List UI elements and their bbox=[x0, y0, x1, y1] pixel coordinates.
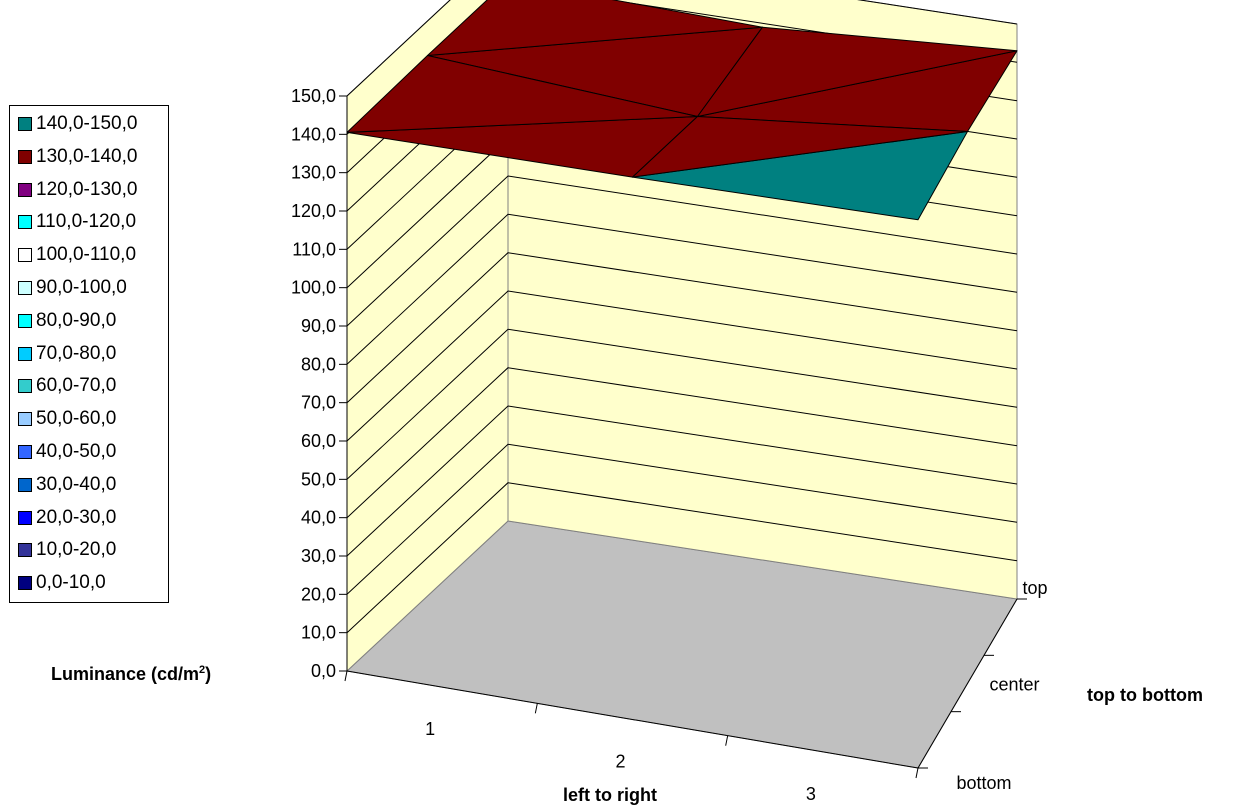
gridline bbox=[346, 482, 1018, 634]
legend-item: 30,0-40,0 bbox=[18, 473, 116, 497]
y-tick-label: 50,0 bbox=[301, 469, 336, 489]
legend-label: 140,0-150,0 bbox=[36, 113, 138, 134]
surface-plot bbox=[346, 0, 1018, 221]
gridlines bbox=[346, 0, 1018, 634]
y-tick-label: 0,0 bbox=[311, 661, 336, 681]
axes bbox=[339, 95, 1027, 779]
gridline bbox=[346, 367, 1018, 519]
surface-facet bbox=[346, 55, 698, 133]
legend-swatch bbox=[18, 412, 32, 427]
legend-label: 120,0-130,0 bbox=[36, 178, 138, 200]
y-tick-label: 140,0 bbox=[291, 124, 336, 144]
legend-swatch bbox=[18, 346, 32, 361]
legend-label: 30,0-40,0 bbox=[36, 473, 117, 495]
legend-label: 70,0-80,0 bbox=[36, 342, 117, 364]
y-tick-label: 80,0 bbox=[301, 354, 336, 374]
legend-item: 50,0-60,0 bbox=[18, 407, 116, 431]
legend-label: 20,0-30,0 bbox=[36, 506, 117, 528]
y-tick-label: 70,0 bbox=[301, 393, 336, 413]
x-tick-label: 3 bbox=[806, 784, 816, 804]
legend-swatch bbox=[18, 215, 32, 230]
z-tick-label: center bbox=[990, 675, 1040, 695]
legend-item: 60,0-70,0 bbox=[18, 374, 116, 398]
legend-swatch bbox=[18, 445, 32, 459]
z-axis-title: top to bottom bbox=[1087, 685, 1203, 705]
legend-label: 50,0-60,0 bbox=[36, 408, 117, 430]
y-tick-label: 150,0 bbox=[291, 86, 336, 106]
gridline bbox=[346, 252, 1018, 404]
surface-facet bbox=[427, 0, 763, 56]
legend-item: 140,0-150,0 bbox=[18, 112, 137, 136]
legend-item: 20,0-30,0 bbox=[18, 506, 116, 530]
legend-item: 100,0-110,0 bbox=[18, 243, 136, 267]
legend-item: 40,0-50,0 bbox=[18, 440, 116, 464]
surface-facet bbox=[632, 116, 968, 178]
legend-swatch bbox=[18, 281, 32, 295]
legend-item: 70,0-80,0 bbox=[18, 342, 116, 366]
legend-label: 130,0-140,0 bbox=[36, 145, 138, 167]
gridline bbox=[346, 175, 1018, 327]
z-axis-line bbox=[917, 598, 1018, 769]
y-axis-title-sup: 2 bbox=[199, 664, 206, 676]
legend-swatch bbox=[18, 543, 32, 558]
legend-swatch bbox=[18, 182, 32, 197]
legend-label: 80,0-90,0 bbox=[36, 309, 117, 331]
x-axis-title: left to right bbox=[563, 785, 657, 805]
legend-label: 110,0-120,0 bbox=[36, 211, 137, 233]
legend-swatch bbox=[18, 510, 32, 525]
y-tick-label: 130,0 bbox=[291, 163, 336, 183]
y-tick-label: 90,0 bbox=[301, 316, 336, 336]
gridline bbox=[346, 328, 1018, 480]
y-tick-label: 120,0 bbox=[291, 201, 336, 221]
y-tick-label: 60,0 bbox=[301, 431, 336, 451]
legend-swatch bbox=[18, 477, 32, 492]
x-tick bbox=[344, 670, 348, 682]
z-tick-label: bottom bbox=[957, 773, 1012, 793]
legend-label: 60,0-70,0 bbox=[36, 375, 117, 397]
gridline bbox=[346, 405, 1018, 557]
y-tick-label: 20,0 bbox=[301, 584, 336, 604]
gridline bbox=[346, 290, 1018, 442]
y-axis-title-prefix: Luminance (cd/m bbox=[51, 664, 200, 684]
z-tick-label: top bbox=[1023, 578, 1048, 598]
x-tick bbox=[915, 767, 919, 779]
legend-item: 0,0-10,0 bbox=[18, 571, 106, 595]
x-tick-label: 2 bbox=[615, 752, 625, 772]
x-tick-label: 1 bbox=[425, 719, 435, 739]
legend-item: 110,0-120,0 bbox=[18, 210, 136, 234]
legend-label: 100,0-110,0 bbox=[36, 244, 137, 266]
legend-swatch bbox=[18, 313, 32, 328]
legend-label: 10,0-20,0 bbox=[36, 539, 117, 561]
legend-item: 10,0-20,0 bbox=[18, 538, 116, 562]
legend-swatch bbox=[18, 149, 32, 164]
legend-swatch bbox=[18, 576, 32, 591]
y-tick-label: 110,0 bbox=[292, 239, 336, 259]
y-tick-label: 100,0 bbox=[291, 278, 336, 298]
x-tick bbox=[725, 735, 729, 746]
y-axis-title: Luminance (cd/m2) bbox=[51, 664, 211, 685]
legend-label: 40,0-50,0 bbox=[36, 441, 117, 462]
surface-facet bbox=[697, 26, 1018, 117]
legend-label: 90,0-100,0 bbox=[36, 277, 127, 298]
legend-item: 120,0-130,0 bbox=[18, 178, 137, 202]
x-axis-line bbox=[346, 670, 919, 769]
y-axis-title-suffix: ) bbox=[205, 664, 212, 684]
gridline bbox=[346, 443, 1018, 595]
y-tick-label: 30,0 bbox=[301, 546, 336, 566]
gridline bbox=[346, 213, 1018, 365]
legend-label: 0,0-10,0 bbox=[36, 572, 106, 594]
x-tick bbox=[534, 703, 538, 714]
y-tick-label: 40,0 bbox=[301, 508, 336, 528]
legend-item: 130,0-140,0 bbox=[18, 145, 137, 169]
gridline bbox=[346, 0, 1018, 97]
legend-swatch bbox=[18, 117, 32, 131]
y-tick-label: 10,0 bbox=[301, 623, 336, 643]
legend-item: 80,0-90,0 bbox=[18, 309, 116, 333]
legend-swatch bbox=[18, 248, 32, 263]
legend-swatch bbox=[18, 379, 32, 394]
legend: 140,0-150,0 130,0-140,0 120,0-130,0 110,0-1… bbox=[9, 105, 169, 603]
legend-item: 90,0-100,0 bbox=[18, 276, 127, 300]
axis-labels: left to right top to bottom 0,0 10,0 20,0 3… bbox=[291, 86, 1203, 805]
